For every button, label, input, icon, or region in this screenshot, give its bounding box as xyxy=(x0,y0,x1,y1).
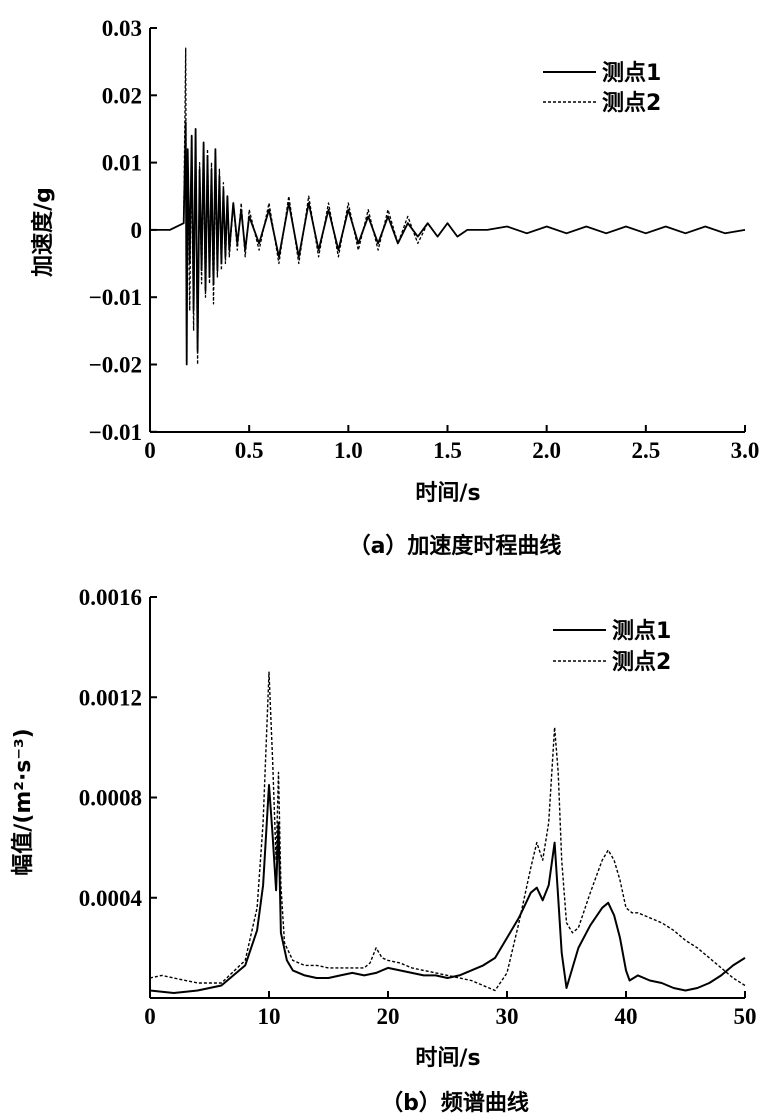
x-tick-label: 0 xyxy=(144,1004,156,1029)
x-tick-label: 40 xyxy=(615,1004,638,1029)
series-line-2 xyxy=(150,47,746,366)
x-tick-label: 3.0 xyxy=(731,438,760,463)
legend-label-series-2: 测点2 xyxy=(612,649,671,675)
legend-label-series-1: 测点1 xyxy=(602,60,661,86)
x-tick-label: 20 xyxy=(377,1004,400,1029)
x-axis-label: 时间/s xyxy=(415,481,480,506)
y-axis-label: 加速度/g xyxy=(30,187,56,278)
series-line-1 xyxy=(150,121,746,366)
y-tick-label: 0.01 xyxy=(102,151,142,176)
chart-caption: （b）频谱曲线 xyxy=(381,1090,529,1116)
x-tick-label: 0 xyxy=(144,438,156,463)
y-axis-label: 幅值/(m²·s⁻³) xyxy=(10,728,36,875)
y-tick-label: −0.02 xyxy=(89,353,142,378)
chart-caption: （a）加速度时程曲线 xyxy=(349,533,562,559)
frequency-spectrum-chart: 0.0004 0.0008 0.0012 0.0016 0 10 20 30 40 50 幅值/… xyxy=(10,585,757,1116)
x-tick-label: 1.0 xyxy=(334,438,363,463)
x-tick-label: 10 xyxy=(258,1004,281,1029)
x-tick-label: 50 xyxy=(734,1004,757,1029)
y-tick-label: 0.0012 xyxy=(79,685,142,710)
y-tick-label: 0.0008 xyxy=(79,786,142,811)
x-tick-label: 2.5 xyxy=(631,438,660,463)
legend-label-series-2: 测点2 xyxy=(602,90,661,116)
y-tick-label: −0.01 xyxy=(89,420,142,445)
series-line-2 xyxy=(149,671,746,992)
y-tick-label: 0.0004 xyxy=(79,886,143,911)
y-tick-label: 0.0016 xyxy=(79,585,142,610)
acceleration-time-history-chart: 0.030.020.010−0.01−0.02−0.01 0 0.5 1.0 1.5 2… xyxy=(30,16,759,559)
x-tick-label: 30 xyxy=(496,1004,519,1029)
legend-label-series-1: 测点1 xyxy=(612,618,671,644)
y-tick-label: −0.01 xyxy=(89,285,142,310)
x-tick-label: 0.5 xyxy=(235,438,264,463)
y-tick-label: 0 xyxy=(131,218,143,243)
x-tick-label: 1.5 xyxy=(433,438,462,463)
x-axis-label: 时间/s xyxy=(415,1046,480,1071)
y-tick-label: 0.02 xyxy=(102,83,142,108)
y-tick-label: 0.03 xyxy=(102,16,142,41)
x-tick-label: 2.0 xyxy=(532,438,561,463)
series-line-1 xyxy=(149,784,746,994)
